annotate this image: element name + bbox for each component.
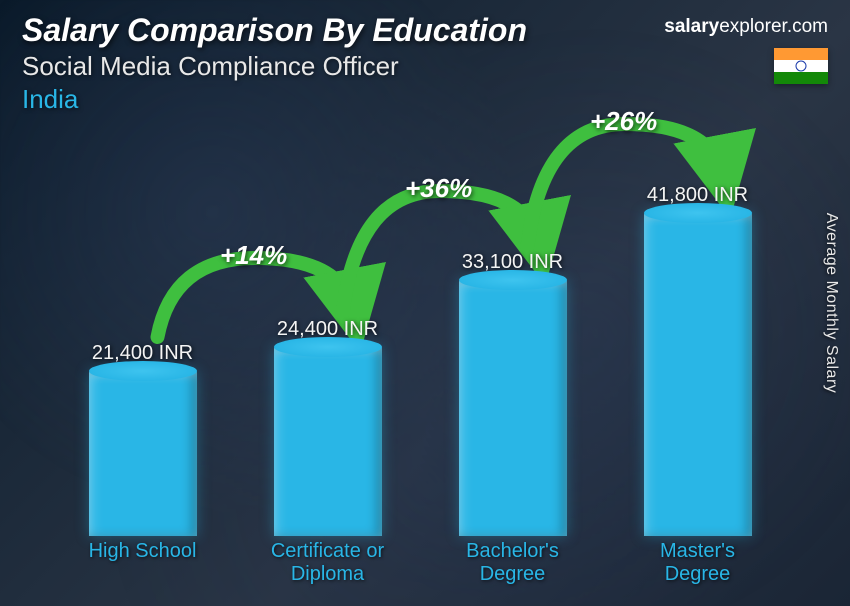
- brand-suffix: .com: [787, 16, 828, 37]
- bar: [89, 371, 197, 536]
- country-name: India: [22, 84, 828, 115]
- y-axis-label: Average Monthly Salary: [822, 213, 840, 394]
- increase-label: +36%: [405, 173, 472, 204]
- brand-light: explorer: [719, 16, 787, 37]
- brand-bold: salary: [664, 16, 719, 37]
- job-title: Social Media Compliance Officer: [22, 51, 828, 82]
- bar-label: High School: [50, 536, 235, 563]
- increase-label: +26%: [590, 106, 657, 137]
- brand-logo: salaryexplorer.com: [664, 16, 828, 38]
- bar-group: 33,100 INR: [420, 251, 605, 536]
- bar: [459, 280, 567, 536]
- increase-label: +14%: [220, 240, 287, 271]
- flag-stripe-top: [774, 48, 828, 60]
- bar-group: 41,800 INR: [605, 184, 790, 536]
- flag-stripe-bot: [774, 72, 828, 84]
- bar-label: Certificate orDiploma: [235, 536, 420, 586]
- salary-bar-chart: 21,400 INR24,400 INR33,100 INR41,800 INR…: [50, 140, 790, 586]
- bar-label: Master'sDegree: [605, 536, 790, 586]
- bar-group: 24,400 INR: [235, 318, 420, 536]
- flag-chakra-icon: [796, 61, 807, 72]
- bar-group: 21,400 INR: [50, 342, 235, 536]
- country-flag-icon: [774, 48, 828, 84]
- bar-label: Bachelor'sDegree: [420, 536, 605, 586]
- bar: [274, 347, 382, 536]
- bar: [644, 213, 752, 536]
- labels-container: High SchoolCertificate orDiplomaBachelor…: [50, 536, 790, 586]
